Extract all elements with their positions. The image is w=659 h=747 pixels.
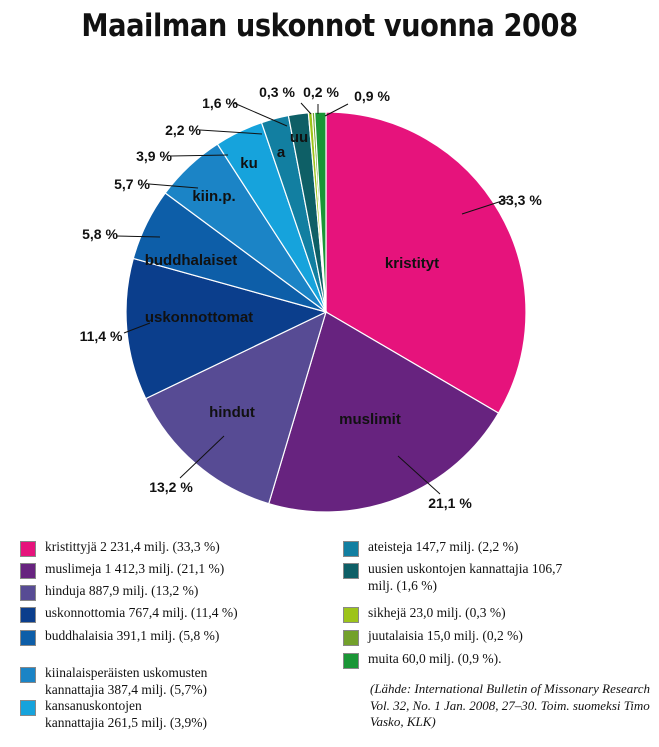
leader-line-muslimit	[397, 455, 441, 495]
percent-label-buddhalaiset: 5,8 %	[82, 226, 118, 242]
slice-label-kiinp: kiin.p.	[192, 188, 235, 205]
legend-swatch	[20, 541, 36, 557]
percent-label-muslimit: 21,1 %	[428, 495, 472, 511]
leader-line-sikhit	[300, 102, 312, 115]
percent-label-sikhit: 0,3 %	[259, 84, 295, 100]
legend-item: uskonnottomia 767,4 milj. (11,4 %)	[20, 604, 238, 623]
legend-swatch	[20, 630, 36, 646]
pie-slice-hindut	[144, 310, 327, 505]
legend-item: sikhejä 23,0 milj. (0,3 %)	[343, 604, 506, 623]
leader-line-uu	[233, 102, 288, 127]
leader-line-buddhalaiset	[115, 235, 161, 238]
slice-label-uu: uu	[290, 129, 308, 146]
percent-label-uu: 1,6 %	[202, 95, 238, 111]
slice-label-uskonnottomat: uskonnottomat	[145, 309, 253, 326]
legend-item: ateisteja 147,7 milj. (2,2 %)	[343, 538, 518, 557]
legend-swatch	[20, 700, 36, 716]
legend-label: kansanuskontojen kannattajia 261,5 milj.…	[45, 698, 207, 730]
leader-line-kristityt	[461, 198, 509, 215]
pie-slice-muut	[314, 111, 327, 313]
legend-item: kristittyjä 2 231,4 milj. (33,3 %)	[20, 538, 220, 557]
percent-label-muut: 0,9 %	[354, 88, 390, 104]
slice-label-kristityt: kristityt	[385, 255, 439, 272]
legend-label: hinduja 887,9 milj. (13,2 %)	[45, 583, 199, 598]
source-note: (Lähde: International Bulletin of Misson…	[370, 681, 651, 729]
leader-line-uskonnottomat	[123, 322, 151, 334]
legend-swatch	[20, 607, 36, 623]
legend-item: muslimeja 1 412,3 milj. (21,1 %)	[20, 560, 224, 579]
chart-title: Maailman uskonnot vuonna 2008	[81, 8, 578, 44]
legend-item: muita 60,0 milj. (0,9 %).	[343, 650, 501, 669]
legend-label: muita 60,0 milj. (0,9 %).	[368, 651, 502, 666]
legend-label: sikhejä 23,0 milj. (0,3 %)	[368, 605, 506, 620]
pie-slice-muslimit	[268, 311, 500, 513]
legend-swatch	[343, 607, 359, 623]
legend-label: kristittyjä 2 231,4 milj. (33,3 %)	[45, 539, 220, 554]
legend-swatch	[20, 585, 36, 601]
slice-label-buddhalaiset: buddhalaiset	[145, 252, 238, 269]
slice-label-hindut: hindut	[209, 404, 255, 421]
percent-label-kristityt: 33,3 %	[498, 192, 542, 208]
percent-label-juutalaiset: 0,2 %	[303, 84, 339, 100]
percent-label-ku: 3,9 %	[136, 148, 172, 164]
legend-swatch	[20, 563, 36, 579]
pie-chart: kristityt muslimit hindut uskonnottomat budd…	[80, 84, 542, 513]
legend-item: juutalaisia 15,0 milj. (0,2 %)	[343, 627, 523, 646]
leader-line-kiinp	[148, 183, 199, 189]
slice-label-muslimit: muslimit	[339, 411, 401, 428]
legend-swatch	[343, 541, 359, 557]
legend-item: kiinalaisperäisten uskomusten kannattaji…	[20, 664, 207, 698]
legend-swatch	[20, 667, 36, 683]
legend-label: kiinalaisperäisten uskomusten kannattaji…	[45, 665, 208, 697]
percent-label-a: 2,2 %	[165, 122, 201, 138]
legend-label: buddhalaisia 391,1 milj. (5,8 %)	[45, 628, 220, 643]
legend-swatch	[343, 653, 359, 669]
leader-line-muut	[324, 103, 349, 117]
percent-label-kiinp: 5,7 %	[114, 176, 150, 192]
legend-label: juutalaisia 15,0 milj. (0,2 %)	[368, 628, 523, 643]
slice-label-a: a	[277, 144, 286, 161]
percent-label-uskonnottomat: 11,4 %	[80, 328, 123, 344]
slice-label-ku: ku	[240, 155, 258, 172]
leader-line-a	[199, 129, 263, 135]
pie-slice-kristityt	[325, 111, 527, 414]
legend-label: uusien uskontojen kannattajia 106,7 milj…	[368, 561, 563, 593]
legend-item: buddhalaisia 391,1 milj. (5,8 %)	[20, 627, 219, 646]
percent-label-hindut: 13,2 %	[149, 479, 193, 495]
leader-line-hindut	[179, 435, 225, 479]
legend-swatch	[343, 630, 359, 646]
legend-label: ateisteja 147,7 milj. (2,2 %)	[368, 539, 519, 554]
legend-label: uskonnottomia 767,4 milj. (11,4 %)	[45, 605, 238, 620]
legend-item: hinduja 887,9 milj. (13,2 %)	[20, 582, 198, 601]
legend-item: kansanuskontojen kannattajia 261,5 milj.…	[20, 697, 207, 731]
legend-item: uusien uskontojen kannattajia 106,7 milj…	[343, 560, 562, 594]
legend-swatch	[343, 563, 359, 579]
leader-line-ku	[170, 154, 229, 157]
legend-label: muslimeja 1 412,3 milj. (21,1 %)	[45, 561, 225, 576]
pie-slice-uskonnottomat	[125, 257, 328, 400]
